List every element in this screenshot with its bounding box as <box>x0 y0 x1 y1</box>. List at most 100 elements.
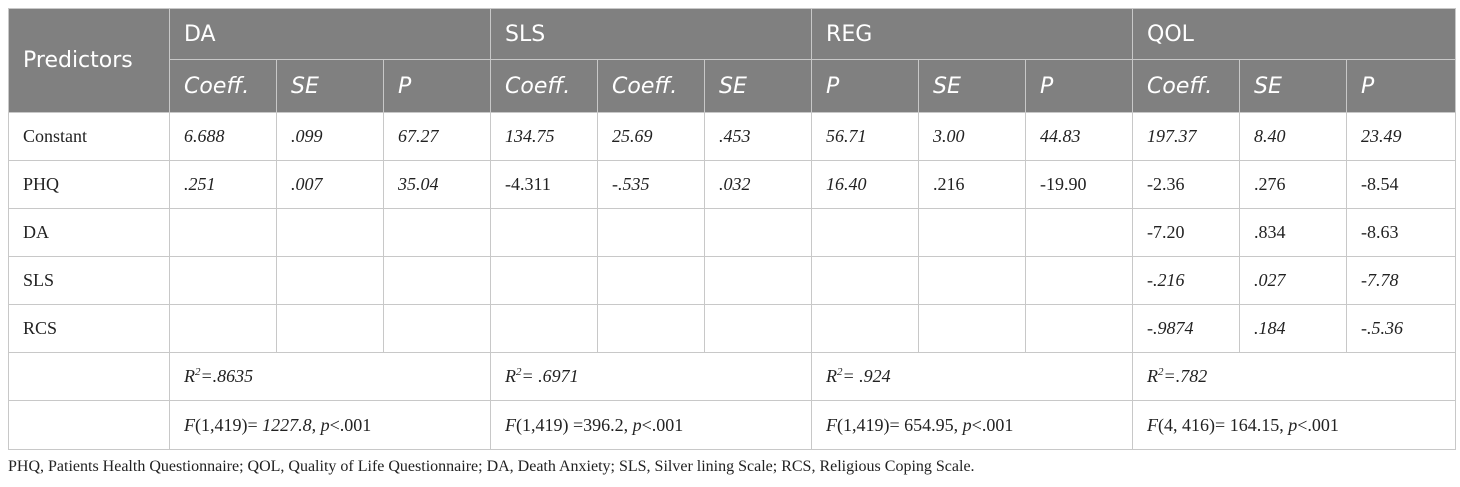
subheader-cell: SE <box>918 59 1027 113</box>
header-row-stats: Coeff. SE P Coeff. Coeff. SE P SE P Coef… <box>9 59 1457 113</box>
group-header-da: DA <box>168 8 492 60</box>
table-cell <box>597 256 706 305</box>
row-label: SLS <box>8 256 170 305</box>
table-cell: -2.36 <box>1132 160 1241 209</box>
subheader-cell: SE <box>704 59 813 113</box>
subheader-cell: P <box>382 59 492 113</box>
table-cell <box>490 304 599 353</box>
table-cell <box>490 256 599 305</box>
table-cell <box>490 208 599 257</box>
table-row-da: DA -7.20 .834 -8.63 <box>8 208 1457 257</box>
row-label: RCS <box>8 304 170 353</box>
group-header-qol: QOL <box>1132 8 1457 60</box>
table-cell: -4.311 <box>490 160 599 209</box>
table-cell: 44.83 <box>1025 112 1134 161</box>
table-cell <box>1025 256 1134 305</box>
table-cell: 67.27 <box>382 112 492 161</box>
table-cell: 35.04 <box>382 160 492 209</box>
table-cell: .099 <box>276 112 384 161</box>
row-label-empty <box>8 400 170 450</box>
regression-table-container: Predictors DA SLS REG QOL Coeff. SE P Co… <box>8 8 1457 450</box>
table-cell: 3.00 <box>918 112 1027 161</box>
table-row-f-stat: F(1,419)= 1227.8, p<.001 F(1,419) =396.2… <box>8 400 1457 450</box>
r-squared-reg: R2= .924 <box>811 352 1134 401</box>
f-stat-qol: F(4, 416)= 164.15, p<.001 <box>1132 400 1457 450</box>
table-cell <box>704 304 813 353</box>
table-cell <box>704 208 813 257</box>
table-cell: .216 <box>918 160 1027 209</box>
header-row-groups: Predictors DA SLS REG QOL <box>8 8 1457 113</box>
table-cell: -7.20 <box>1132 208 1241 257</box>
table-cell: .834 <box>1239 208 1348 257</box>
table-cell <box>918 304 1027 353</box>
table-row-rcs: RCS -.9874 .184 -.5.36 <box>8 304 1457 353</box>
table-cell: 23.49 <box>1346 112 1457 161</box>
subheader-cell: Coeff. <box>169 59 277 113</box>
f-stat-sls: F(1,419) =396.2, p<.001 <box>490 400 813 450</box>
subheader-cell: P <box>1346 59 1457 113</box>
table-cell <box>276 304 384 353</box>
table-cell: .276 <box>1239 160 1348 209</box>
r-squared-qol: R2=.782 <box>1132 352 1457 401</box>
table-cell: -.5.36 <box>1346 304 1457 353</box>
subheader-cell: P <box>1025 59 1134 113</box>
table-cell: .453 <box>704 112 813 161</box>
row-label: DA <box>8 208 170 257</box>
f-stat-da: F(1,419)= 1227.8, p<.001 <box>168 400 492 450</box>
table-cell <box>169 256 277 305</box>
table-cell: 6.688 <box>169 112 277 161</box>
table-cell <box>811 304 920 353</box>
table-cell <box>276 256 384 305</box>
table-footnote: PHQ, Patients Health Questionnaire; QOL,… <box>8 458 975 475</box>
table-cell: -8.63 <box>1346 208 1457 257</box>
subheader-cell: P <box>811 59 920 113</box>
table-cell <box>382 304 492 353</box>
table-cell <box>597 304 706 353</box>
table-cell <box>918 256 1027 305</box>
subheader-cell: SE <box>1239 59 1348 113</box>
row-label: Constant <box>8 112 170 161</box>
table-cell <box>382 208 492 257</box>
subheader-cell: Coeff. <box>490 59 599 113</box>
r-squared-da: R2=.8635 <box>168 352 492 401</box>
table-cell: 25.69 <box>597 112 706 161</box>
regression-table: Predictors DA SLS REG QOL Coeff. SE P Co… <box>8 8 1457 450</box>
row-label: PHQ <box>8 160 170 209</box>
table-row-constant: Constant 6.688 .099 67.27 134.75 25.69 .… <box>8 112 1457 161</box>
group-header-reg: REG <box>811 8 1134 60</box>
group-header-sls: SLS <box>490 8 813 60</box>
table-cell <box>382 256 492 305</box>
table-cell: .032 <box>704 160 813 209</box>
predictors-header: Predictors <box>8 8 170 113</box>
table-row-sls: SLS -.216 .027 -7.78 <box>8 256 1457 305</box>
row-label-empty <box>8 352 170 401</box>
r-squared-sls: R2= .6971 <box>490 352 813 401</box>
table-cell <box>597 208 706 257</box>
table-cell <box>918 208 1027 257</box>
table-cell: .251 <box>169 160 277 209</box>
f-stat-reg: F(1,419)= 654.95, p<.001 <box>811 400 1134 450</box>
table-cell <box>1025 304 1134 353</box>
table-row-phq: PHQ .251 .007 35.04 -4.311 -.535 .032 16… <box>8 160 1457 209</box>
table-cell: -19.90 <box>1025 160 1134 209</box>
subheader-cell: Coeff. <box>597 59 706 113</box>
table-cell: -8.54 <box>1346 160 1457 209</box>
subheader-cell: SE <box>276 59 384 113</box>
table-cell: .007 <box>276 160 384 209</box>
table-cell <box>169 208 277 257</box>
table-cell: -7.78 <box>1346 256 1457 305</box>
table-cell: -.216 <box>1132 256 1241 305</box>
table-cell: 56.71 <box>811 112 920 161</box>
table-cell: 197.37 <box>1132 112 1241 161</box>
table-cell: 134.75 <box>490 112 599 161</box>
table-cell <box>169 304 277 353</box>
table-cell: .184 <box>1239 304 1348 353</box>
table-cell <box>276 208 384 257</box>
subheader-cell: Coeff. <box>1132 59 1241 113</box>
table-row-r-squared: R2=.8635 R2= .6971 R2= .924 R2=.782 <box>8 352 1457 401</box>
table-cell: -.535 <box>597 160 706 209</box>
table-cell: .027 <box>1239 256 1348 305</box>
table-cell <box>811 208 920 257</box>
table-cell: -.9874 <box>1132 304 1241 353</box>
table-cell: 16.40 <box>811 160 920 209</box>
